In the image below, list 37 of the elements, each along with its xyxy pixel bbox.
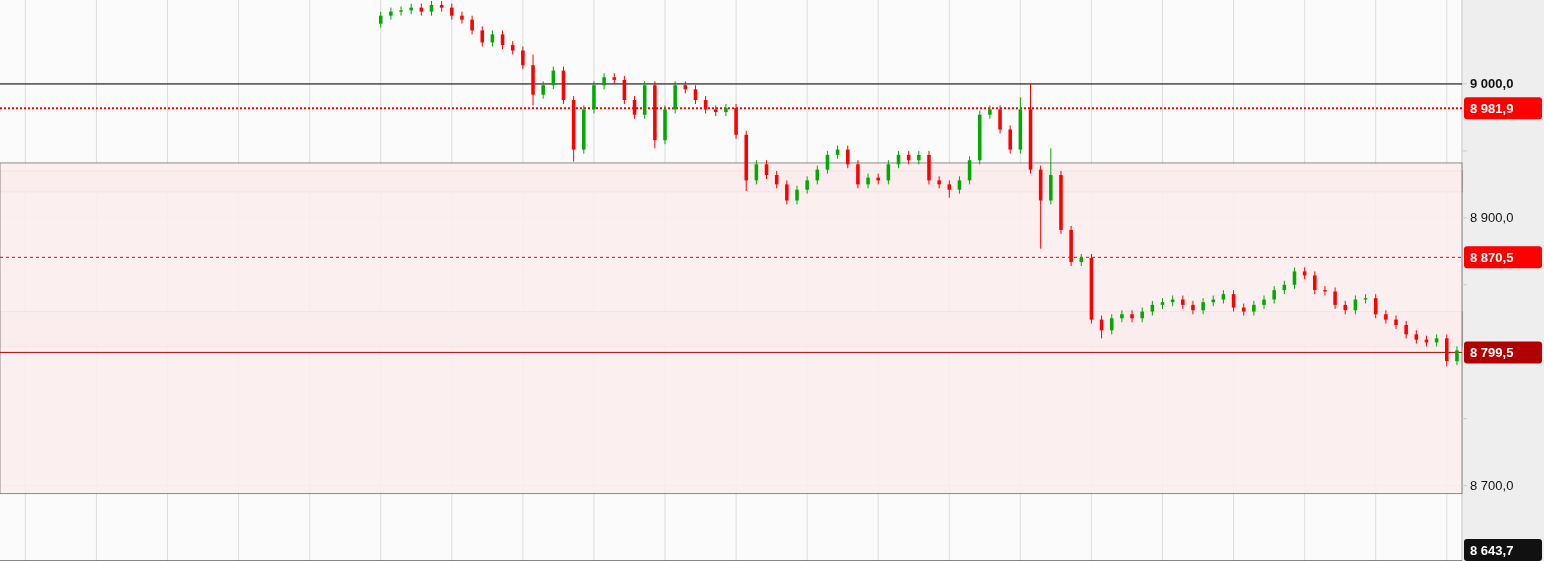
candlestick [845,145,850,169]
candlestick [1455,345,1459,366]
candlestick [1333,286,1337,310]
y-tick-label: 9 000,0 [1470,76,1514,92]
candlestick [1252,300,1256,317]
candlestick [470,15,474,35]
candlestick [1109,313,1114,335]
candlestick [1130,309,1134,323]
candlestick [1008,124,1012,155]
candlestick [1191,300,1195,315]
candlestick [795,185,799,205]
candlestick [602,72,606,90]
candlestick [1394,315,1398,330]
candlestick [988,104,992,120]
candlestick [1384,309,1388,325]
y-tick-label: 8 700,0 [1470,478,1514,494]
candlestick [480,25,485,47]
y-tick-label: 8 900,0 [1470,210,1514,226]
candlestick [1201,297,1205,315]
candlestick [1262,295,1266,310]
candlestick [866,173,870,189]
candlestick [937,175,941,189]
candlestick [399,5,403,17]
candlestick [805,175,809,195]
candlestick [389,7,393,21]
ref-line-label: 8 643,7 [1470,542,1514,558]
ref-line-label: 8 981,9 [1470,100,1514,116]
candlestick [724,103,728,117]
candlestick [460,11,464,25]
candlestick [1313,270,1317,295]
candlestick [785,179,789,205]
ref-line-label: 8 870,5 [1470,249,1514,265]
candlestick [521,45,525,70]
candlestick [856,159,860,189]
candlestick [1444,333,1449,367]
candlestick [1120,309,1124,323]
ref-line-label: 8 799,5 [1470,344,1514,360]
